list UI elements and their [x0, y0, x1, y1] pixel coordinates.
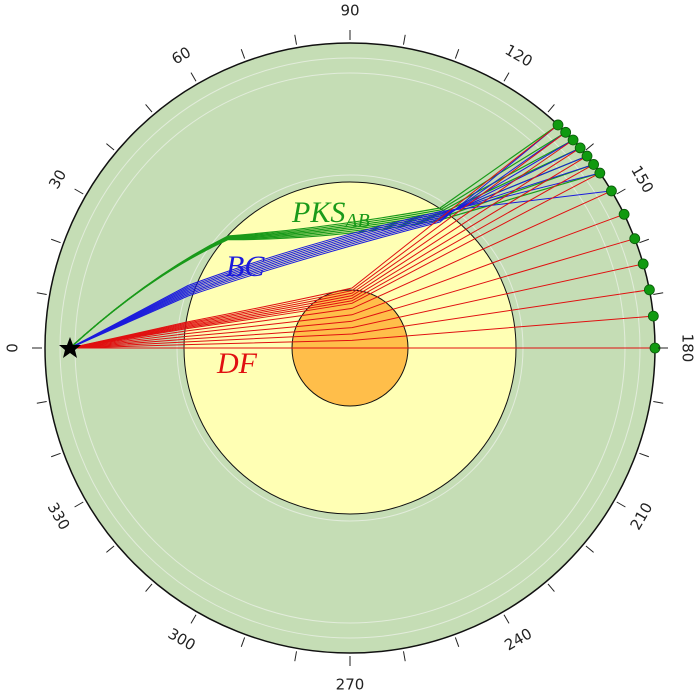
- tick: [454, 49, 460, 59]
- bc-ray: [69, 190, 612, 349]
- tick: [653, 400, 664, 404]
- receiver: [574, 142, 586, 154]
- receiver: [594, 167, 606, 179]
- tick: [616, 501, 626, 508]
- df-ray: [69, 124, 559, 349]
- angle-label: 150: [627, 162, 657, 196]
- angle-label: 240: [501, 624, 535, 654]
- tick: [190, 72, 197, 82]
- tick: [145, 583, 153, 592]
- df-ray: [69, 263, 644, 349]
- tick: [36, 292, 47, 296]
- df-ray: [69, 139, 574, 349]
- angle-label: 90: [340, 2, 359, 20]
- tick: [106, 143, 115, 151]
- angle-label: 0: [4, 343, 22, 353]
- receiver: [606, 185, 617, 197]
- tick: [402, 34, 406, 45]
- df-ray: [69, 315, 654, 349]
- tick: [74, 188, 84, 195]
- tick: [454, 637, 460, 647]
- tick: [503, 614, 510, 624]
- pks-ray: [69, 172, 601, 349]
- df-ray: [69, 147, 581, 349]
- df-ray: [69, 238, 635, 349]
- angle-label: 300: [165, 624, 199, 654]
- receiver: [637, 258, 649, 270]
- pks-label: PKS: [291, 196, 345, 229]
- tick: [145, 104, 153, 113]
- tick: [639, 238, 649, 244]
- df-ray: [69, 289, 650, 349]
- tick: [294, 651, 298, 662]
- df-ray: [69, 164, 594, 349]
- phase-label: BC: [226, 250, 265, 283]
- tick: [36, 400, 47, 404]
- df-ray: [69, 155, 588, 349]
- bc-ray: [69, 155, 588, 349]
- tick: [639, 452, 649, 458]
- receiver: [552, 119, 564, 131]
- angle-label: 30: [45, 166, 70, 192]
- tick: [653, 292, 664, 296]
- tick: [402, 651, 406, 662]
- df-ray: [69, 131, 566, 349]
- receiver: [581, 150, 593, 162]
- tick: [240, 637, 246, 647]
- bc-ray: [69, 124, 559, 349]
- tick: [547, 583, 555, 592]
- df-ray: [69, 172, 601, 349]
- rays: [69, 119, 661, 354]
- receiver: [643, 284, 655, 296]
- tick: [585, 545, 594, 553]
- tick: [547, 104, 555, 113]
- bc-ray: [69, 172, 600, 349]
- tick: [190, 614, 197, 624]
- receiver: [567, 134, 579, 146]
- tick: [294, 34, 298, 45]
- tick: [240, 49, 246, 59]
- tick: [51, 238, 61, 244]
- bc-ray: [69, 139, 574, 349]
- tick: [106, 545, 115, 553]
- angle-label: 270: [336, 676, 365, 694]
- phase-label: DF: [216, 347, 258, 380]
- angle-label: 330: [44, 499, 74, 533]
- bc-ray: [69, 147, 581, 349]
- receiver: [588, 159, 599, 170]
- tick: [585, 143, 594, 151]
- bc-ray: [69, 163, 594, 349]
- tick: [74, 501, 84, 508]
- angle-label: 60: [168, 43, 194, 68]
- tick: [616, 188, 626, 195]
- source-star: [59, 337, 81, 358]
- phase-label: PKSAB: [291, 196, 370, 232]
- bc-ray: [69, 131, 566, 349]
- angle-label: 210: [626, 499, 656, 533]
- receiver: [560, 126, 572, 138]
- df-ray: [69, 213, 625, 349]
- receiver: [647, 310, 659, 322]
- pks-sub: AB: [343, 210, 369, 232]
- angle-label: 120: [502, 41, 536, 71]
- angle-label: 180: [679, 334, 697, 363]
- receiver: [618, 208, 630, 220]
- df-ray: [69, 190, 612, 349]
- receiver: [629, 233, 641, 245]
- tick: [503, 72, 510, 82]
- tick: [51, 452, 61, 458]
